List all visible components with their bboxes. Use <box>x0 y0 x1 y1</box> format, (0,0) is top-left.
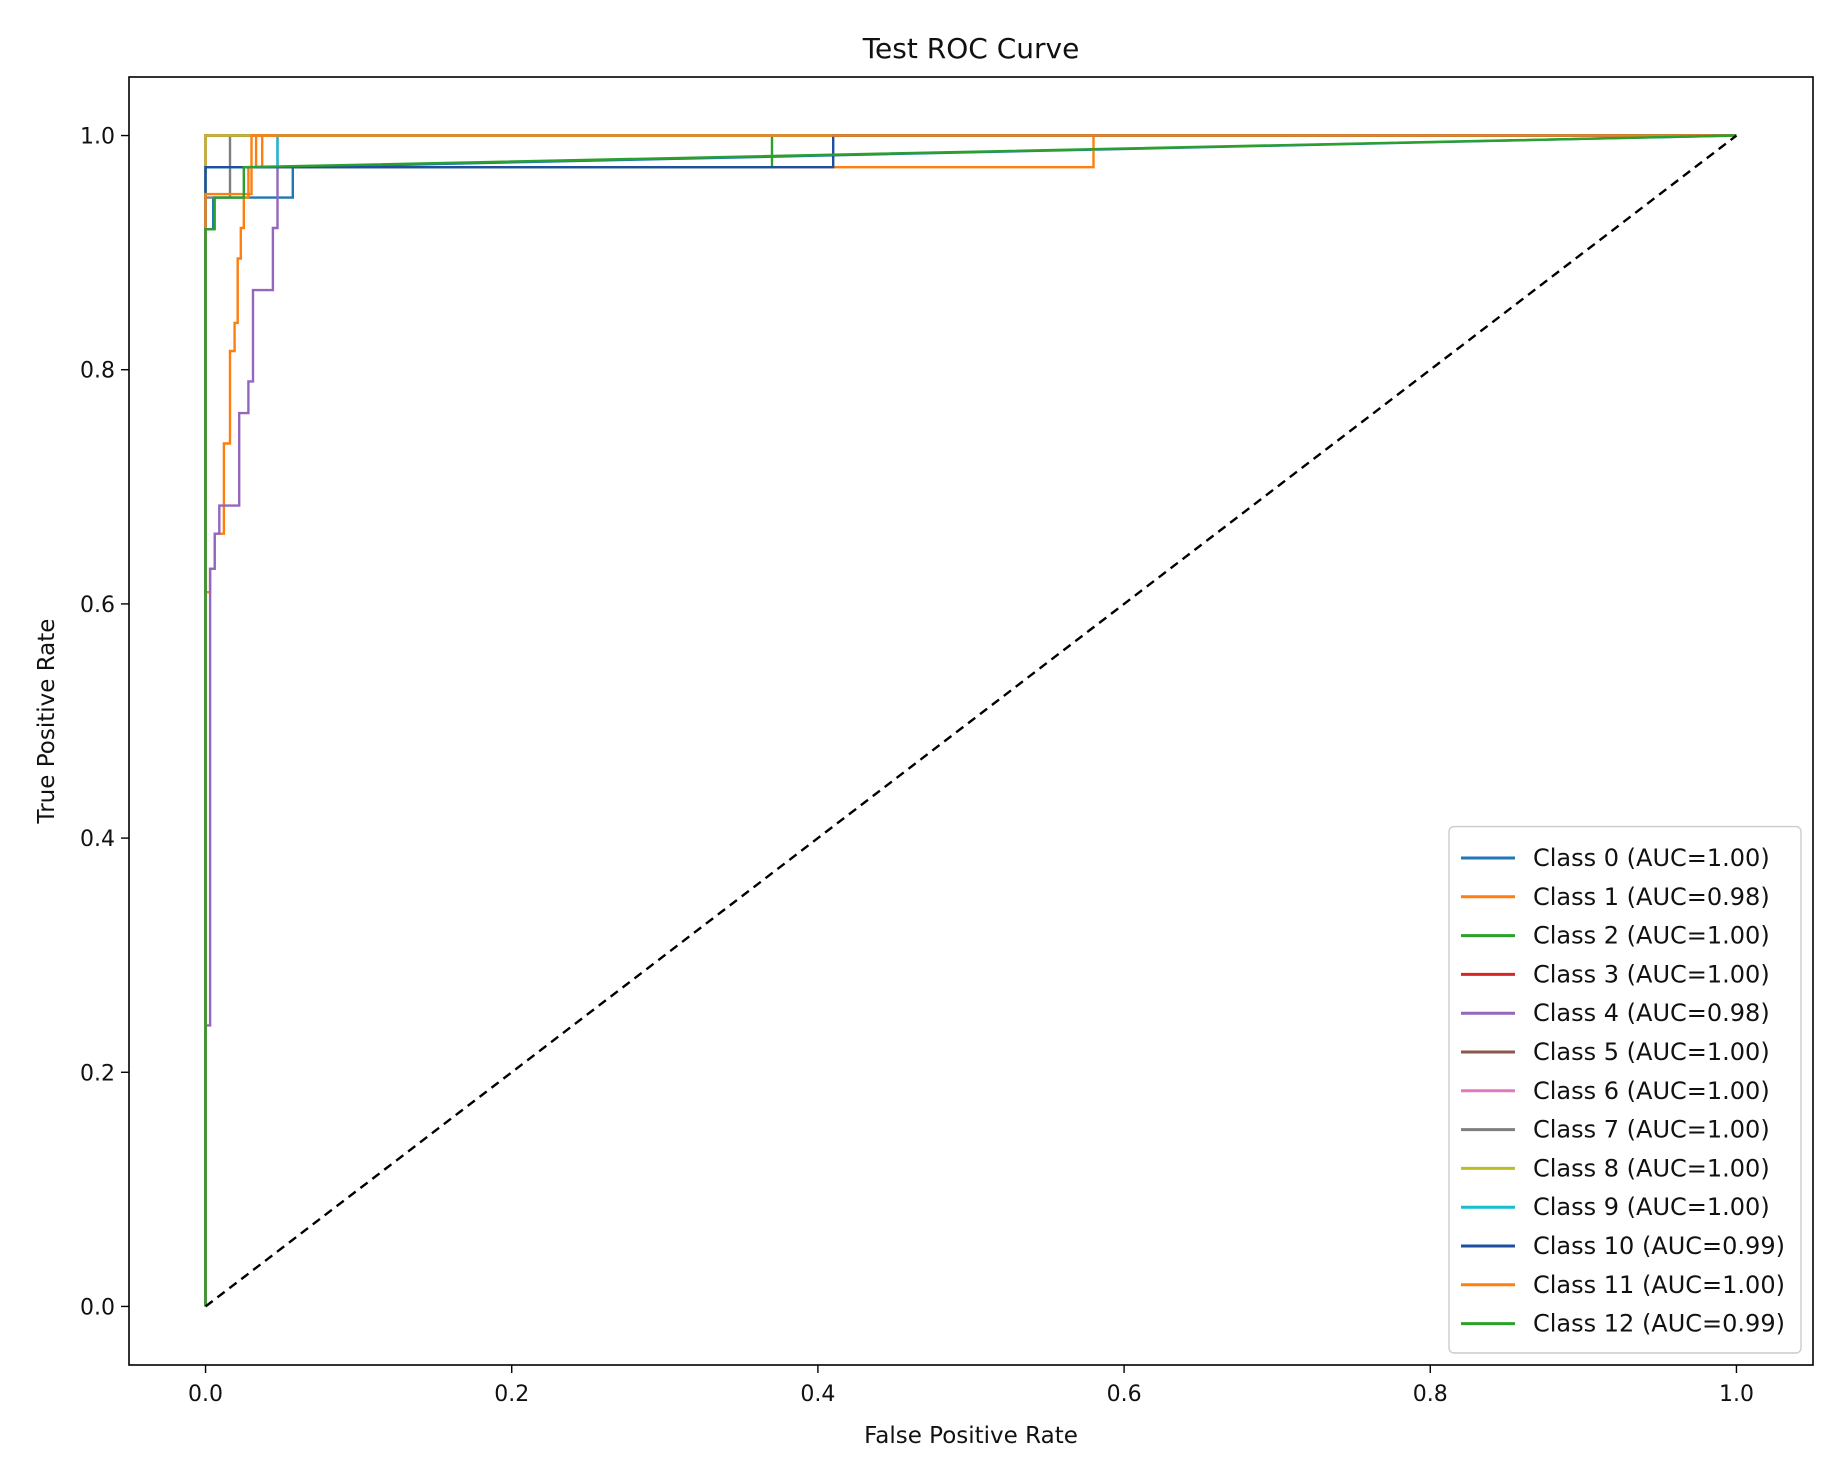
roc-line-class-4 <box>204 134 1737 1307</box>
x-tick-label: 0.4 <box>800 1382 835 1407</box>
x-axis: 0.0 0.2 0.4 0.6 0.8 1.0 <box>188 1365 1754 1407</box>
legend-label: Class 4 (AUC=0.98) <box>1533 999 1770 1027</box>
legend-label: Class 0 (AUC=1.00) <box>1533 844 1770 872</box>
legend-label: Class 10 (AUC=0.99) <box>1533 1232 1785 1260</box>
plot-area <box>204 134 1738 1308</box>
x-tick-label: 1.0 <box>1719 1382 1754 1407</box>
chance-diagonal-line <box>204 134 1738 1308</box>
legend-label: Class 5 (AUC=1.00) <box>1533 1038 1770 1066</box>
legend-label: Class 6 (AUC=1.00) <box>1533 1077 1770 1105</box>
x-tick-label: 0.2 <box>494 1382 529 1407</box>
y-axis: 0.0 0.2 0.4 0.6 0.8 1.0 <box>80 125 129 1320</box>
legend-label: Class 8 (AUC=1.00) <box>1533 1154 1770 1182</box>
legend-box <box>1448 825 1802 1354</box>
legend-label: Class 2 (AUC=1.00) <box>1533 922 1770 950</box>
legend-label: Class 7 (AUC=1.00) <box>1533 1116 1770 1144</box>
y-tick-label: 0.0 <box>80 1295 115 1320</box>
legend: Class 0 (AUC=1.00) Class 1 (AUC=0.98) Clas… <box>1448 825 1802 1354</box>
y-tick-label: 0.2 <box>80 1061 115 1086</box>
y-axis-label: True Positive Rate <box>34 619 60 825</box>
plot-frame <box>128 76 1814 1366</box>
y-tick-label: 0.8 <box>80 359 115 384</box>
legend-label: Class 3 (AUC=1.00) <box>1533 960 1770 988</box>
x-tick-label: 0.8 <box>1413 1382 1448 1407</box>
x-axis-label: False Positive Rate <box>864 1423 1078 1449</box>
legend-label: Class 11 (AUC=1.00) <box>1533 1271 1785 1299</box>
x-tick-label: 0.0 <box>188 1382 223 1407</box>
y-tick-label: 0.4 <box>80 827 115 852</box>
legend-label: Class 9 (AUC=1.00) <box>1533 1193 1770 1221</box>
y-tick-label: 1.0 <box>80 125 115 150</box>
chart-title: Test ROC Curve <box>862 32 1080 65</box>
legend-label: Class 1 (AUC=0.98) <box>1533 883 1770 911</box>
legend-label: Class 12 (AUC=0.99) <box>1533 1310 1785 1338</box>
y-tick-label: 0.6 <box>80 593 115 618</box>
x-tick-label: 0.6 <box>1107 1382 1142 1407</box>
roc-line-class-12 <box>204 134 1737 1307</box>
